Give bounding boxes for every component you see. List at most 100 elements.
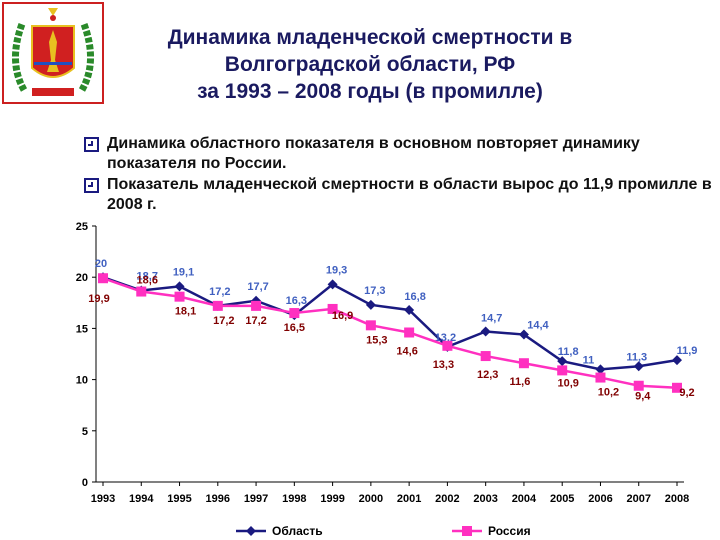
data-point-square bbox=[480, 351, 491, 362]
x-tick-label: 2001 bbox=[397, 493, 421, 505]
data-point-diamond bbox=[327, 279, 338, 290]
data-label: 16,5 bbox=[284, 322, 305, 334]
data-point-diamond bbox=[633, 361, 644, 372]
data-label: 17,3 bbox=[364, 285, 385, 297]
bullet-text-1: Динамика областного показателя в основно… bbox=[107, 135, 640, 172]
x-tick-label: 1997 bbox=[244, 493, 268, 505]
data-point-diamond bbox=[251, 295, 262, 306]
x-tick-label: 2000 bbox=[359, 493, 383, 505]
data-point-square bbox=[365, 320, 376, 331]
series-line-oblast bbox=[102, 276, 678, 371]
data-point-square bbox=[595, 372, 606, 383]
data-label: 18,7 bbox=[137, 271, 158, 283]
data-point-square bbox=[251, 300, 262, 311]
data-label: 11,9 bbox=[677, 345, 698, 357]
data-label: 16,3 bbox=[286, 295, 307, 307]
data-point-diamond bbox=[98, 272, 108, 283]
x-tick-label: 1996 bbox=[206, 493, 230, 505]
data-point-diamond bbox=[174, 281, 185, 292]
legend-label: Область bbox=[272, 524, 323, 538]
data-label: 12,3 bbox=[477, 369, 498, 381]
data-label: 19,3 bbox=[326, 264, 347, 276]
data-label: 19,9 bbox=[88, 293, 109, 305]
title-line-2: Волгоградской области, РФ bbox=[224, 53, 516, 76]
data-label: 10,2 bbox=[598, 387, 619, 399]
y-tick-label: 25 bbox=[76, 221, 88, 233]
series-line-russia bbox=[102, 277, 678, 390]
data-label: 17,2 bbox=[213, 315, 234, 327]
x-tick-label: 2004 bbox=[512, 493, 537, 505]
x-tick-label: 2006 bbox=[588, 493, 612, 505]
legend-marker-diamond bbox=[246, 526, 256, 536]
x-tick-label: 2008 bbox=[665, 493, 689, 505]
x-tick-label: 1999 bbox=[320, 493, 344, 505]
data-label: 13,3 bbox=[433, 359, 454, 371]
data-point-diamond bbox=[136, 285, 147, 296]
y-tick-label: 0 bbox=[82, 477, 88, 489]
data-label: 10,9 bbox=[557, 377, 578, 389]
data-point-square bbox=[98, 273, 108, 284]
x-tick-label: 2007 bbox=[626, 493, 650, 505]
data-label: 14,6 bbox=[396, 345, 417, 357]
y-tick-label: 5 bbox=[82, 426, 88, 438]
data-point-diamond bbox=[672, 355, 682, 366]
x-tick-label: 1993 bbox=[91, 493, 115, 505]
legend-marker-square bbox=[462, 526, 472, 536]
bullet-item-2: Показатель младенческой смертности в обл… bbox=[84, 175, 720, 215]
page-title: Динамика младенческой смертности в Волго… bbox=[120, 24, 620, 105]
data-label: 11,3 bbox=[626, 351, 647, 363]
data-point-square bbox=[442, 340, 453, 351]
data-label: 18,6 bbox=[137, 275, 158, 287]
data-label: 11,8 bbox=[558, 346, 579, 358]
data-label: 14,4 bbox=[527, 320, 549, 332]
data-point-square bbox=[327, 303, 338, 314]
data-label: 15,3 bbox=[366, 334, 387, 346]
data-point-square bbox=[633, 380, 644, 391]
data-point-square bbox=[174, 291, 185, 302]
data-point-square bbox=[518, 358, 529, 369]
data-label: 20 bbox=[95, 258, 107, 270]
data-point-diamond bbox=[404, 304, 415, 315]
data-point-square bbox=[136, 286, 147, 297]
data-point-square bbox=[404, 327, 415, 338]
title-line-3: за 1993 – 2008 годы (в промилле) bbox=[197, 80, 543, 103]
data-point-diamond bbox=[365, 299, 376, 310]
emblem-logo bbox=[2, 2, 104, 104]
bullet-text-2: Показатель младенческой смертности в обл… bbox=[107, 176, 712, 213]
data-label: 19,1 bbox=[173, 266, 194, 278]
data-label: 11 bbox=[583, 354, 595, 366]
y-tick-label: 10 bbox=[76, 375, 88, 387]
data-point-square bbox=[557, 365, 568, 376]
x-tick-label: 1994 bbox=[129, 493, 154, 505]
x-tick-label: 2005 bbox=[550, 493, 574, 505]
data-point-square bbox=[289, 308, 300, 319]
data-point-square bbox=[212, 300, 223, 311]
data-label: 17,2 bbox=[245, 315, 266, 327]
data-label: 18,1 bbox=[175, 306, 196, 318]
checkbox-bullet-icon bbox=[84, 178, 99, 193]
title-line-1: Динамика младенческой смертности в bbox=[167, 26, 573, 49]
data-label: 13,2 bbox=[435, 332, 456, 344]
data-label: 11,6 bbox=[510, 376, 531, 388]
data-point-diamond bbox=[595, 364, 606, 375]
data-point-diamond bbox=[212, 300, 223, 311]
data-point-square bbox=[672, 382, 682, 393]
checkbox-bullet-icon bbox=[84, 137, 99, 152]
data-label: 16,8 bbox=[404, 291, 425, 303]
data-label: 9,4 bbox=[635, 391, 651, 403]
data-point-diamond bbox=[480, 326, 491, 337]
data-label: 14,7 bbox=[481, 312, 502, 324]
data-point-diamond bbox=[442, 341, 453, 352]
data-point-diamond bbox=[289, 310, 300, 321]
data-label: 9,2 bbox=[679, 387, 694, 399]
data-label: 16,9 bbox=[332, 310, 353, 322]
y-tick-label: 15 bbox=[76, 323, 88, 335]
bullet-item-1: Динамика областного показателя в основно… bbox=[84, 134, 720, 174]
data-point-diamond bbox=[518, 329, 529, 340]
data-label: 17,2 bbox=[209, 286, 230, 298]
x-tick-label: 1995 bbox=[167, 493, 191, 505]
y-tick-label: 20 bbox=[76, 272, 88, 284]
bullet-list: Динамика областного показателя в основно… bbox=[84, 134, 720, 216]
x-tick-label: 2003 bbox=[473, 493, 497, 505]
data-label: 17,7 bbox=[247, 281, 268, 293]
